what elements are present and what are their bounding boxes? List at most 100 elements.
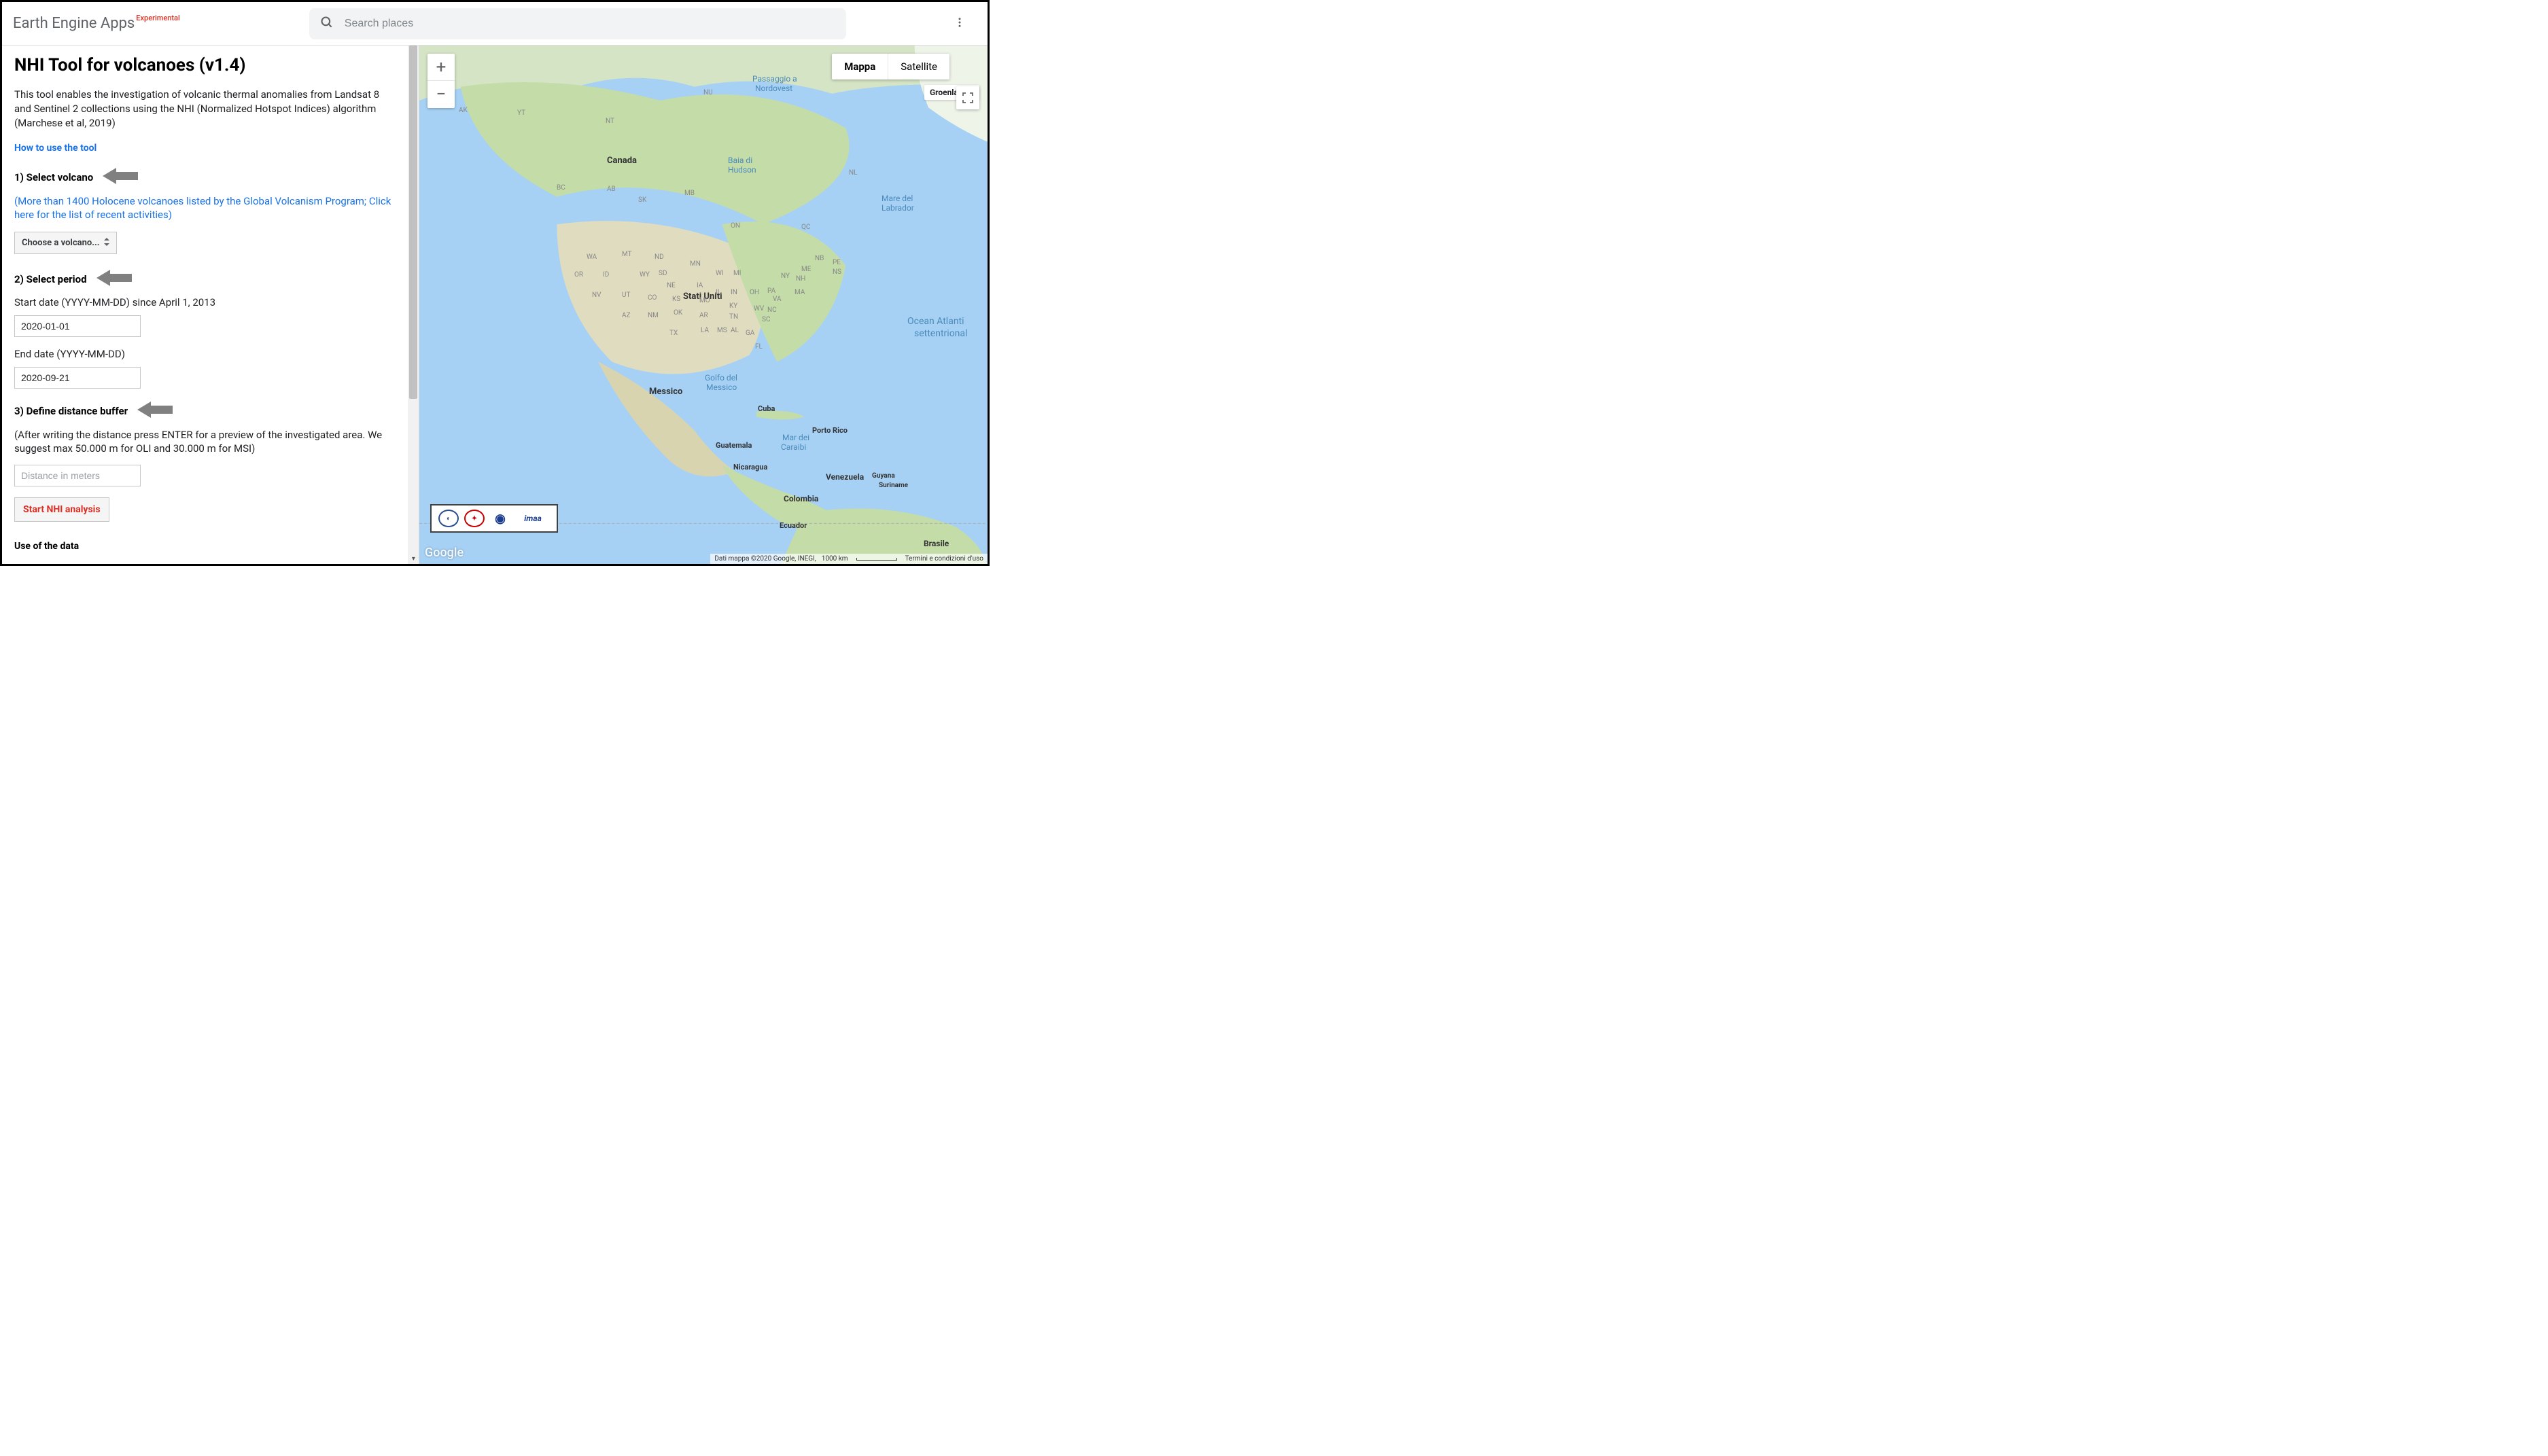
state-code: AR	[699, 312, 708, 319]
state-code: VA	[773, 296, 782, 303]
state-code: NT	[606, 118, 614, 125]
state-code: KY	[729, 302, 737, 310]
state-code: WA	[587, 253, 597, 261]
state-code: AL	[731, 327, 739, 334]
logo-icon: ✦	[464, 510, 485, 527]
arrow-icon	[103, 166, 138, 189]
logo-icon: imaa	[516, 510, 550, 527]
state-code: MB	[684, 190, 695, 197]
state-code: GA	[746, 330, 754, 337]
state-code: SD	[659, 270, 667, 277]
terms-link[interactable]: Termini e condizioni d'uso	[905, 555, 983, 563]
state-code: WV	[754, 305, 764, 313]
tool-description: This tool enables the investigation of v…	[14, 88, 396, 130]
state-code: SK	[638, 196, 646, 204]
scrollbar-thumb[interactable]	[409, 46, 417, 399]
state-code: QC	[801, 224, 810, 231]
attribution-text: Dati mappa ©2020 Google, INEGI,	[714, 555, 816, 563]
fullscreen-button[interactable]	[956, 86, 979, 109]
label-ocean2: settentrional	[914, 328, 967, 339]
state-code: NV	[592, 291, 601, 299]
zoom-in-button[interactable]: +	[427, 54, 455, 81]
arrow-icon	[137, 399, 173, 423]
maptype-toggle: Mappa Satellite	[832, 54, 949, 79]
state-code: ON	[731, 222, 740, 230]
state-code: PE	[833, 259, 841, 266]
label-venezuela: Venezuela	[826, 472, 864, 482]
header-right	[948, 16, 977, 31]
state-code: LA	[701, 327, 709, 334]
state-code: PA	[767, 287, 775, 295]
label-guatemala: Guatemala	[716, 441, 752, 450]
label-caraibi: Mar dei	[782, 433, 809, 442]
search-container[interactable]	[309, 8, 846, 39]
howto-link[interactable]: How to use the tool	[14, 143, 97, 154]
state-code: WI	[716, 270, 724, 277]
state-code: WY	[640, 271, 650, 279]
state-code: MT	[622, 251, 632, 258]
logo-icon: ◐	[438, 510, 459, 527]
map-attribution: Dati mappa ©2020 Google, INEGI, 1000 km …	[710, 554, 988, 564]
sidebar: NHI Tool for volcanoes (v1.4) This tool …	[2, 46, 419, 564]
start-date-input[interactable]	[14, 315, 141, 337]
search-icon	[320, 16, 334, 32]
step3-hint: (After writing the distance press ENTER …	[14, 428, 396, 456]
state-code: NU	[703, 89, 713, 96]
label-ecuador: Ecuador	[780, 521, 807, 530]
end-date-input[interactable]	[14, 367, 141, 389]
sidebar-scrollbar[interactable]: ▴ ▾	[408, 46, 419, 564]
scroll-down-icon[interactable]: ▾	[409, 554, 417, 564]
state-code: BC	[557, 184, 565, 192]
state-code: NH	[796, 275, 805, 283]
experimental-badge: Experimental	[136, 14, 180, 22]
state-code: NB	[815, 255, 824, 262]
header: Earth Engine Apps Experimental	[2, 2, 988, 46]
state-code: ID	[603, 271, 609, 279]
state-code: AZ	[622, 312, 631, 319]
step3-heading: 3) Define distance buffer	[14, 399, 396, 423]
end-date-label: End date (YYYY-MM-DD)	[14, 348, 396, 360]
state-code: IL	[716, 289, 721, 296]
state-code: OK	[674, 309, 682, 317]
maptype-satellite-button[interactable]: Satellite	[888, 54, 949, 79]
step1-heading: 1) Select volcano	[14, 166, 396, 189]
state-code: NC	[767, 306, 777, 314]
app-title: Earth Engine Apps Experimental	[13, 15, 180, 32]
more-icon[interactable]	[948, 15, 971, 37]
maptype-map-button[interactable]: Mappa	[832, 54, 888, 79]
state-code: MI	[733, 270, 741, 277]
label-labrador2: Labrador	[882, 203, 914, 213]
state-code: MA	[795, 289, 805, 296]
logo-icon: ◉	[490, 510, 510, 527]
state-code: MO	[699, 297, 710, 304]
state-code: MN	[690, 260, 701, 268]
label-messico: Messico	[649, 387, 682, 397]
label-canada: Canada	[607, 156, 637, 166]
zoom-out-button[interactable]: −	[427, 81, 455, 108]
volcano-select[interactable]: Choose a volcano...	[14, 232, 117, 254]
step1-heading-text: 1) Select volcano	[14, 171, 93, 183]
google-logo: Google	[425, 546, 464, 560]
label-colombia: Colombia	[784, 494, 818, 503]
state-code: IA	[697, 282, 703, 289]
state-code: OH	[750, 289, 759, 296]
state-code: IN	[731, 289, 737, 296]
zoom-control: + −	[427, 54, 455, 108]
state-code: ND	[655, 253, 664, 261]
use-data-heading: Use of the data	[14, 541, 396, 552]
step2-heading-text: 2) Select period	[14, 273, 87, 285]
state-code: NL	[849, 169, 858, 177]
volcano-list-link[interactable]: (More than 1400 Holocene volcanoes liste…	[14, 194, 396, 222]
step3-heading-text: 3) Define distance buffer	[14, 405, 128, 417]
state-code: FL	[755, 343, 763, 351]
state-code: AB	[607, 185, 616, 193]
label-caraibi2: Caraibi	[781, 442, 806, 452]
label-brasile: Brasile	[924, 539, 949, 548]
map[interactable]: + − Mappa Satellite Groenlandia Canada S…	[419, 46, 988, 564]
logo-box: ◐ ✦ ◉ imaa	[430, 504, 558, 533]
state-code: MS	[717, 327, 727, 334]
app-title-text: Earth Engine Apps	[13, 15, 135, 32]
distance-input[interactable]	[14, 465, 141, 486]
start-analysis-button[interactable]: Start NHI analysis	[14, 497, 109, 522]
search-input[interactable]	[345, 18, 835, 30]
